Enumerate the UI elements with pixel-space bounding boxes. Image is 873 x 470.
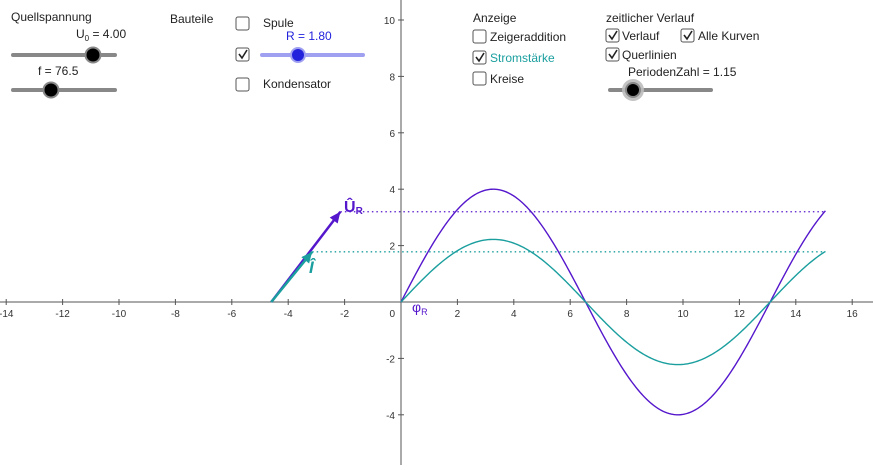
curves-layer [400,188,826,416]
periods-slider-label: PeriodenZahl = 1.15 [628,65,737,79]
time-course-title: zeitlicher Verlauf [606,11,695,25]
frequency-slider-label: f = 76.5 [38,64,79,78]
pointer-addition-checkbox[interactable] [472,29,487,44]
frequency-slider[interactable] [11,81,117,99]
phi-label: φR [412,299,428,317]
y-tick-label: 8 [389,72,395,83]
course-checkbox[interactable] [605,28,620,43]
resistor-checkbox[interactable] [235,47,250,62]
curve-series-0 [400,188,826,416]
circles-checkbox[interactable] [472,71,487,86]
source-voltage-title: Quellspannung [11,10,92,24]
capacitor-checkbox[interactable] [235,77,250,92]
vector-arrowhead-0 [329,211,341,224]
y-tick-label: 4 [389,185,395,196]
cross-lines-check-icon [608,49,618,60]
resistor-slider-knob[interactable] [290,47,306,63]
x-tick-label: 8 [624,309,630,320]
pointer-addition-label: Zeigeraddition [490,30,566,44]
x-tick-label: 10 [677,309,689,320]
course-check-icon [608,30,618,41]
course-label: Verlauf [622,29,660,43]
all-curves-label: Alle Kurven [698,29,759,43]
voltage-slider-label: U0 = 4.00 [76,27,126,43]
y-tick-label: -2 [386,354,395,365]
coil-label: Spule [263,16,294,30]
components-title: Bauteile [170,12,214,26]
vector-i-label: Î [309,258,317,277]
curve-series-1 [400,238,826,366]
periods-slider-knob[interactable] [625,82,641,98]
voltage-slider[interactable] [11,46,117,64]
x-tick-label: -14 [0,309,14,320]
frequency-slider-knob[interactable] [42,81,60,99]
x-tick-label: 4 [511,309,517,320]
all-curves-check-icon [683,30,693,41]
x-tick-label: 16 [847,309,859,320]
coil-checkbox[interactable] [235,16,250,31]
vector-ur-label: ÛR [344,197,364,217]
x-tick-label: 12 [734,309,746,320]
x-tick-label: 14 [790,309,802,320]
x-tick-label: -10 [112,309,127,320]
all-curves-checkbox[interactable] [680,28,695,43]
periods-slider[interactable] [608,79,713,101]
y-tick-label: -4 [386,411,395,422]
x-tick-label: -12 [55,309,70,320]
resistor-slider[interactable] [260,47,365,63]
x-tick-label: 2 [455,309,461,320]
vectors-layer [270,211,826,303]
y-tick-label: 10 [384,16,396,27]
tick-labels: -14 -12 -10 -8 -6 -4 -2 2 4 6 8 10 12 14 16 -4 -2 2 4 6 8 10 0 [0,16,858,422]
current-label: Stromstärke [490,51,555,65]
display-title: Anzeige [473,11,517,25]
x-tick-label: 6 [567,309,573,320]
circles-label: Kreise [490,72,524,86]
origin-label: 0 [389,309,395,320]
capacitor-label: Kondensator [263,77,331,91]
x-tick-label: -6 [227,309,236,320]
y-tick-label: 6 [389,129,395,140]
x-tick-label: -2 [340,309,349,320]
y-tick-label: 2 [389,242,395,253]
voltage-slider-knob[interactable] [84,46,102,64]
x-tick-label: -4 [284,309,293,320]
cross-lines-label: Querlinien [622,48,677,62]
resistor-check-icon [238,49,248,60]
cross-lines-checkbox[interactable] [605,47,620,62]
vector-arrowhead-1 [301,251,313,264]
resistor-slider-label: R = 1.80 [286,29,332,43]
current-check-icon [475,52,485,63]
current-checkbox[interactable] [472,50,487,65]
x-tick-label: -8 [171,309,180,320]
